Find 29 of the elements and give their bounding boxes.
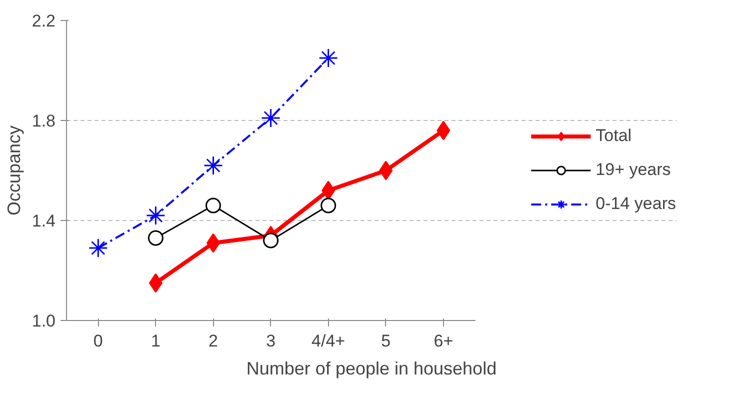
point <box>318 48 338 68</box>
y-tick-label: 1.8 <box>32 112 56 130</box>
point <box>320 198 336 214</box>
legend-label: 19+ years <box>596 160 671 180</box>
point <box>436 120 450 140</box>
x-tick-label: 5 <box>381 332 391 350</box>
point <box>205 198 221 214</box>
y-tick-label: 2.2 <box>32 12 56 30</box>
point <box>88 238 108 258</box>
point <box>379 160 393 180</box>
x-tick-label: 0 <box>93 332 103 350</box>
point <box>263 232 279 248</box>
point <box>148 230 164 246</box>
x-tick-label: 4/4+ <box>312 332 346 350</box>
point <box>203 156 223 176</box>
point <box>146 206 166 226</box>
y-tick-label: 1.0 <box>32 312 56 330</box>
point <box>148 273 162 293</box>
x-tick-label: 2 <box>208 332 218 350</box>
x-tick-label: 1 <box>150 332 160 350</box>
point <box>261 108 281 128</box>
x-axis-title: Number of people in household <box>246 358 497 378</box>
x-tick-label: 3 <box>266 332 276 350</box>
point <box>206 233 220 253</box>
y-axis-title: Occupancy <box>4 125 24 216</box>
x-tick-label: 6+ <box>434 332 454 350</box>
legend-label: Total <box>596 126 632 146</box>
y-tick-label: 1.4 <box>32 212 56 230</box>
legend-label: 0-14 years <box>596 194 676 214</box>
